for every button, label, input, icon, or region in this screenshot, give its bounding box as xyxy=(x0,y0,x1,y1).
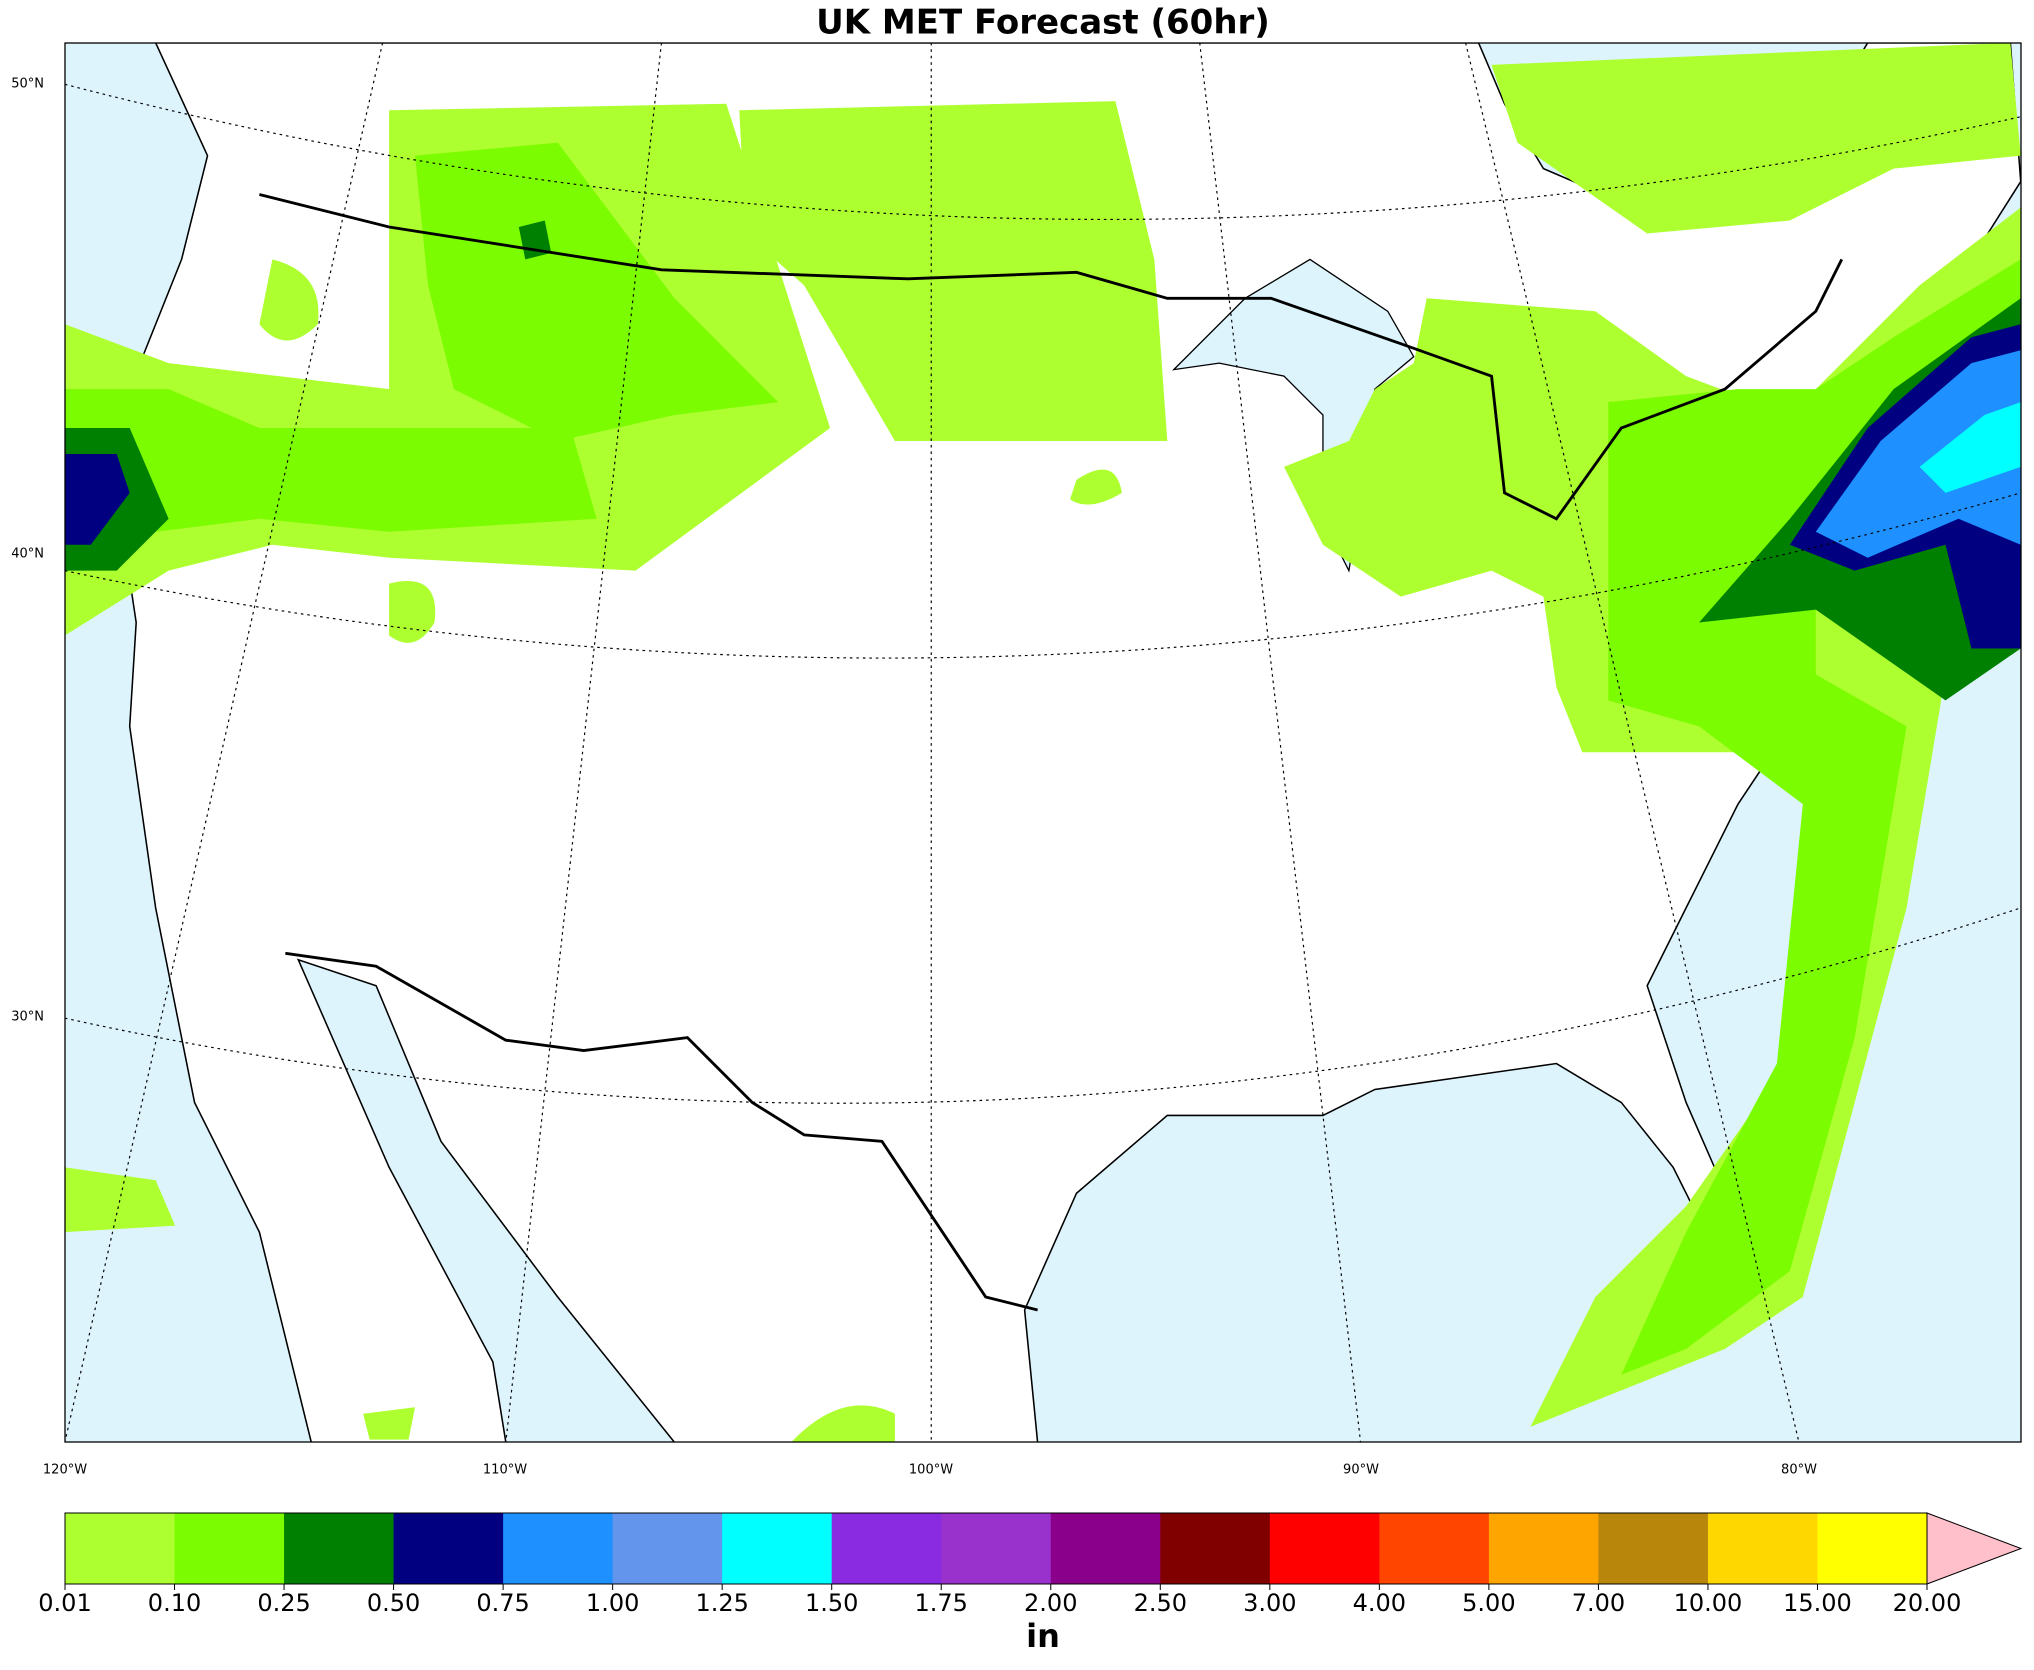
graticule xyxy=(65,43,2021,1442)
colorbar-extension xyxy=(1926,1512,2023,1585)
colorbar-tick-label: 1.00 xyxy=(586,1589,639,1617)
colorbar-tick-label: 2.00 xyxy=(1024,1589,1077,1617)
lon-label: 100°W xyxy=(909,1463,953,1478)
colorbar-cell xyxy=(1160,1513,1271,1584)
colorbar-tick-label: 0.01 xyxy=(38,1589,91,1617)
borders xyxy=(259,193,1844,1312)
map-frame xyxy=(64,42,2022,1443)
colorbar-tick-label: 20.00 xyxy=(1893,1589,1962,1617)
lon-label: 120°W xyxy=(43,1463,87,1478)
colorbar-cell xyxy=(722,1513,833,1584)
colorbar-cell xyxy=(1707,1513,1818,1584)
colorbar-tick-label: 1.50 xyxy=(805,1589,858,1617)
map xyxy=(65,43,2021,1442)
colorbar: 0.01 0.10 0.25 0.50 0.75 1.00 1.25 1.50 1.75 2.00… xyxy=(38,1512,2023,1617)
colorbar-cell xyxy=(393,1513,504,1584)
colorbar-tick-label: 10.00 xyxy=(1674,1589,1743,1617)
colorbar-cell xyxy=(174,1513,285,1584)
colorbar-tick-label: 0.10 xyxy=(148,1589,201,1617)
lat-label: 50°N xyxy=(11,77,44,92)
lon-label: 80°W xyxy=(1781,1463,1817,1478)
colorbar-cell xyxy=(1050,1513,1161,1584)
axis-labels: 50°N 40°N 30°N 120°W 110°W 100°W 90°W 80°W xyxy=(11,77,1817,1478)
colorbar-cell xyxy=(1379,1513,1490,1584)
colorbar-cell xyxy=(1269,1513,1380,1584)
colorbar-cell xyxy=(941,1513,1052,1584)
colorbar-tick-label: 5.00 xyxy=(1462,1589,1515,1617)
colorbar-cell xyxy=(612,1513,723,1584)
colorbar-tick-label: 0.50 xyxy=(367,1589,420,1617)
lat-label: 30°N xyxy=(11,1010,44,1025)
lon-label: 90°W xyxy=(1343,1463,1379,1478)
colorbar-cell xyxy=(1488,1513,1599,1584)
colorbar-tick-label: 0.75 xyxy=(476,1589,529,1617)
colorbar-tick-label: 7.00 xyxy=(1572,1589,1625,1617)
colorbar-tick-label: 0.25 xyxy=(257,1589,310,1617)
lon-label: 110°W xyxy=(483,1463,527,1478)
colorbar-tick-label: 2.50 xyxy=(1134,1589,1187,1617)
colorbar-cell xyxy=(503,1513,614,1584)
lat-label: 40°N xyxy=(11,547,44,562)
precip-moderate xyxy=(65,142,2021,1375)
colorbar-tick-label: 1.75 xyxy=(915,1589,968,1617)
precip-extreme xyxy=(1815,350,2021,558)
colorbar-cell xyxy=(1598,1513,1709,1584)
colorbar-cell xyxy=(831,1513,942,1584)
colorbar-tick-label: 15.00 xyxy=(1783,1589,1852,1617)
colorbar-tick-label: 4.00 xyxy=(1353,1589,1406,1617)
colorbar-cell xyxy=(1817,1513,1928,1584)
colorbar-frame xyxy=(64,1512,1928,1585)
colorbar-tick-label: 1.25 xyxy=(695,1589,748,1617)
colorbar-tick-label: 3.00 xyxy=(1243,1589,1296,1617)
colorbar-cell xyxy=(65,1513,176,1584)
colorbar-label: in xyxy=(1026,1617,1060,1655)
colorbar-cell xyxy=(284,1513,395,1584)
precip-peak xyxy=(1919,402,2021,493)
title: UK MET Forecast (60hr) xyxy=(816,3,1270,43)
